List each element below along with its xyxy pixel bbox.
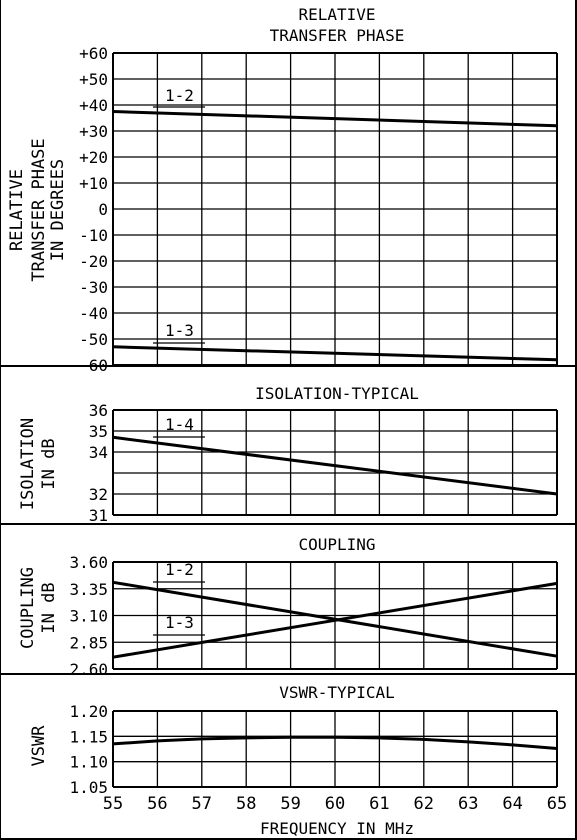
x-axis-label: FREQUENCY IN MHz — [260, 819, 414, 838]
chart-title: COUPLING — [298, 535, 375, 554]
y-axis-label: ISOLATION — [18, 418, 38, 510]
x-tick-label: 57 — [192, 794, 212, 814]
y-tick-label: 31 — [89, 506, 108, 525]
chart-panel-1: +60 +50 +40 +30 +20 +10 0 -10 -20 -30 -40 -50 -60 REL… — [7, 5, 558, 375]
y-tick-label: 1.15 — [69, 727, 108, 746]
y-tick-label: -30 — [79, 278, 108, 297]
x-tick-label: 64 — [502, 794, 522, 814]
y-tick-label: -50 — [79, 330, 108, 349]
y-tick-label: +30 — [79, 122, 108, 141]
series-line-1-2 — [112, 110, 558, 128]
y-tick-label: 1.05 — [69, 778, 108, 797]
charts-layer: +60 +50 +40 +30 +20 +10 0 -10 -20 -30 -40 -50 -60 REL… — [7, 5, 567, 838]
x-tick-label: 61 — [369, 794, 389, 814]
x-tick-label: 62 — [414, 794, 434, 814]
y-tick-label: -10 — [79, 226, 108, 245]
y-tick-label: +20 — [79, 148, 108, 167]
series-line-1-3 — [112, 581, 558, 659]
y-tick-label: 0 — [98, 200, 108, 219]
y-tick-label: 1.20 — [69, 702, 108, 721]
y-axis-label: VSWR — [29, 725, 49, 767]
x-tick-label: 55 — [103, 794, 123, 814]
x-tick-label: 60 — [325, 794, 345, 814]
chart-title: ISOLATION-TYPICAL — [255, 384, 419, 403]
y-axis-label: IN DEGREES — [48, 159, 68, 261]
y-tick-label: +10 — [79, 174, 108, 193]
chart-panel-2: 36 35 34 32 31 ISOLATION-TYPICAL ISOLATION IN d… — [18, 384, 558, 525]
y-tick-label: +40 — [79, 96, 108, 115]
x-tick-label: 65 — [547, 794, 567, 814]
chart-title: TRANSFER PHASE — [270, 26, 405, 45]
series-label-1-2: 1-2 — [165, 86, 194, 105]
y-tick-label: 3.60 — [69, 553, 108, 572]
y-tick-label: -40 — [79, 304, 108, 323]
y-tick-label: -20 — [79, 252, 108, 271]
series-line-vswr — [112, 735, 558, 750]
y-axis-label: IN dB — [39, 582, 59, 633]
x-tick-label: 58 — [236, 794, 256, 814]
series-line-1-4 — [112, 435, 558, 496]
y-tick-label: 3.10 — [69, 607, 108, 626]
series-line-1-3 — [112, 345, 558, 362]
y-tick-label: 36 — [89, 401, 108, 420]
x-tick-label: 63 — [458, 794, 478, 814]
y-axis-label: TRANSFER PHASE — [29, 138, 49, 281]
series-label-1-2: 1-2 — [165, 560, 194, 579]
y-tick-label: 34 — [89, 443, 108, 462]
y-tick-label: 2.60 — [69, 660, 108, 679]
series-label-1-3: 1-3 — [165, 613, 194, 632]
y-tick-label: 1.10 — [69, 753, 108, 772]
chart-title: RELATIVE — [298, 5, 375, 24]
series-label-1-3: 1-3 — [165, 321, 194, 340]
y-tick-label: 2.85 — [69, 633, 108, 652]
chart-title: VSWR-TYPICAL — [279, 683, 395, 702]
y-tick-label: +60 — [79, 44, 108, 63]
y-tick-label: 35 — [89, 422, 108, 441]
series-label-1-4: 1-4 — [165, 415, 194, 434]
y-axis-label: IN dB — [39, 438, 59, 489]
y-tick-label: 3.35 — [69, 580, 108, 599]
y-tick-label: -60 — [79, 356, 108, 375]
x-tick-label: 59 — [280, 794, 300, 814]
y-axis-label: RELATIVE — [7, 169, 27, 251]
y-tick-label: 32 — [89, 485, 108, 504]
y-tick-label: +50 — [79, 70, 108, 89]
y-axis-label: COUPLING — [18, 567, 38, 649]
chart-panel-4: 1.20 1.15 1.10 1.05 VSWR-TYPICAL VSWR 55 56 57 58… — [29, 683, 567, 838]
x-tick-label: 56 — [147, 794, 167, 814]
